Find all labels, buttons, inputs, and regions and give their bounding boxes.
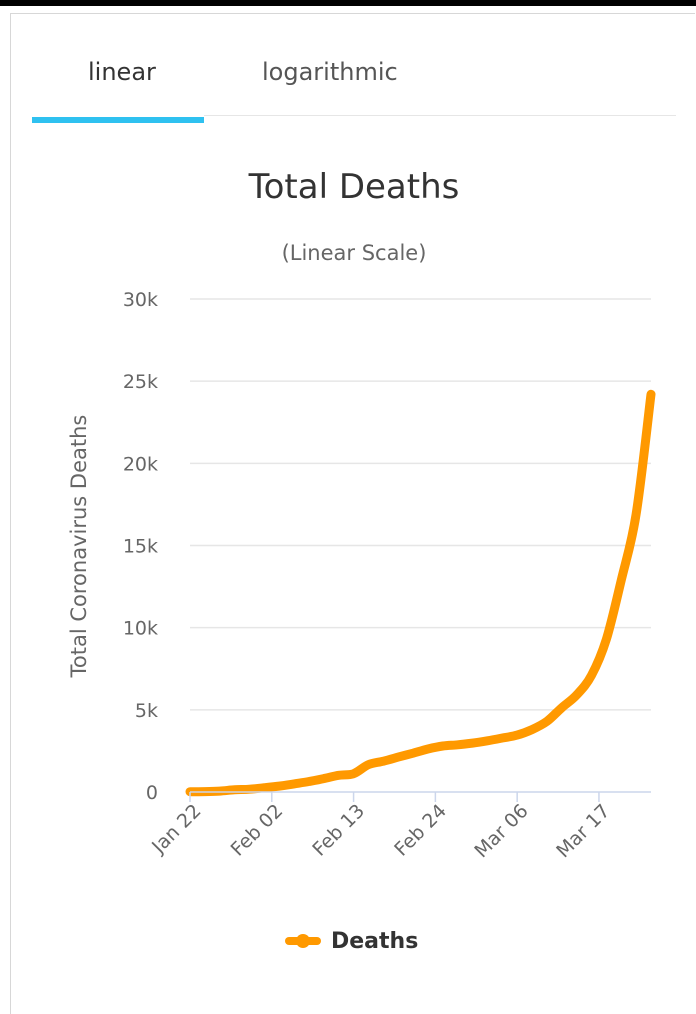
legend-label: Deaths: [331, 929, 418, 954]
x-tick-label: Feb 13: [308, 800, 369, 861]
y-tick-label: 10k: [123, 618, 158, 640]
x-tick-label: Mar 17: [552, 800, 614, 862]
x-tick-label: Feb 02: [227, 800, 288, 861]
y-tick-label: 5k: [135, 700, 158, 722]
y-tick-label: 20k: [123, 453, 158, 475]
y-tick-label: 0: [146, 782, 158, 804]
legend-series-marker: [285, 926, 321, 956]
y-tick-label: 30k: [123, 289, 158, 311]
y-tick-label: 15k: [123, 536, 158, 558]
series-line-deaths: [190, 394, 651, 791]
x-tick-label: Mar 06: [470, 800, 532, 862]
x-tick-label: Feb 24: [390, 800, 451, 861]
chart-subtitle: (Linear Scale): [282, 241, 427, 265]
legend-item-deaths[interactable]: Deaths: [285, 926, 418, 956]
y-axis-title: Total Coronavirus Deaths: [67, 415, 91, 679]
y-tick-label: 25k: [123, 371, 158, 393]
x-tick-label: Jan 22: [147, 800, 205, 858]
chart-title: Total Deaths: [248, 167, 460, 207]
